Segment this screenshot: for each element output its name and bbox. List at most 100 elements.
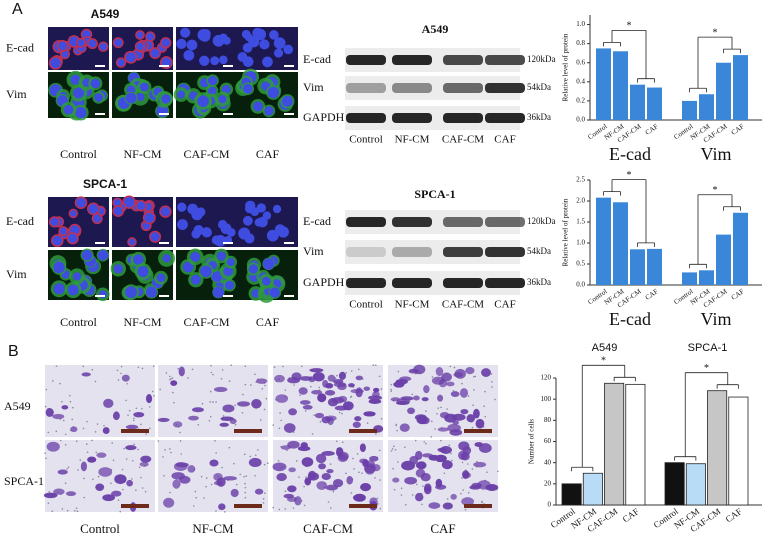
pore (350, 492, 353, 494)
nucleus (66, 232, 79, 245)
pore (210, 371, 213, 374)
cell (218, 503, 226, 511)
pore (411, 494, 414, 496)
cell (61, 405, 69, 410)
cell (297, 446, 311, 452)
pore (165, 372, 168, 374)
pore (341, 412, 343, 415)
nucleus (200, 265, 212, 278)
nucleus (248, 264, 259, 274)
cell (222, 404, 235, 413)
pore (83, 477, 85, 480)
pore (233, 462, 235, 465)
cell (396, 398, 411, 404)
scale-bar (234, 429, 262, 433)
y-axis-label: Relative level of protein (562, 198, 570, 266)
cell (321, 473, 331, 481)
cell (52, 413, 65, 420)
pore (117, 499, 120, 501)
nucleus (262, 258, 275, 270)
bar (604, 382, 625, 506)
bar (728, 396, 749, 506)
cell (369, 455, 379, 462)
pore (69, 394, 71, 397)
nucleus (261, 276, 271, 286)
pore (94, 431, 97, 433)
pore (59, 382, 61, 385)
pore (243, 453, 246, 456)
nucleus (58, 226, 69, 237)
pore (421, 503, 423, 506)
cell (223, 476, 237, 481)
pore (64, 482, 67, 485)
cell (45, 408, 54, 417)
pore (446, 498, 449, 500)
cell (237, 401, 251, 407)
cell (360, 483, 372, 492)
nucleus (162, 254, 171, 263)
scale-bar (284, 113, 294, 115)
cell (112, 411, 120, 421)
pore (76, 510, 79, 512)
pore (128, 409, 131, 412)
pore (380, 417, 383, 420)
y-tick-label: 1.0 (576, 20, 585, 28)
pore (151, 390, 154, 393)
y-tick-label: 40 (544, 458, 552, 466)
pore (169, 491, 171, 494)
nucleus (176, 90, 186, 99)
nucleus (210, 56, 220, 66)
cell (363, 411, 376, 417)
group-label: E-cad (609, 144, 651, 164)
y-tick-label: 80 (544, 416, 552, 424)
column-label: Control (80, 521, 120, 536)
nucleus (272, 204, 282, 214)
column-label: Control (60, 147, 97, 161)
y-tick-label: 2.5 (576, 176, 585, 184)
pore (396, 429, 398, 432)
pore (121, 468, 124, 471)
cell (423, 485, 432, 495)
pore (357, 368, 360, 371)
pore (332, 490, 335, 493)
band-size: 36kDa (527, 112, 551, 122)
cell (465, 367, 475, 375)
pore (335, 440, 338, 443)
pore (397, 370, 400, 373)
nucleus (48, 216, 61, 228)
cell (102, 427, 110, 435)
nucleus (212, 286, 225, 298)
cell (288, 408, 298, 416)
cell (401, 460, 415, 471)
scale-bar (159, 242, 169, 244)
pore (64, 443, 67, 446)
pore (215, 510, 217, 512)
nucleus (193, 225, 204, 236)
lane-label: Control (349, 134, 383, 146)
cell (415, 461, 427, 469)
nucleus (177, 202, 187, 212)
pore (491, 386, 493, 388)
nucleus (273, 37, 286, 50)
cell (276, 473, 287, 482)
pore (350, 370, 353, 372)
cell (435, 484, 447, 490)
cell (98, 467, 113, 477)
nucleus (242, 215, 253, 226)
y-tick-label: 0.8 (576, 39, 585, 47)
pore (215, 452, 217, 454)
cell (172, 479, 181, 489)
nucleus (145, 31, 156, 42)
cell (288, 467, 296, 473)
pore (284, 490, 287, 492)
bar (733, 55, 748, 120)
nucleus (122, 195, 136, 209)
blot-row-label: Vim (303, 80, 324, 94)
bar (699, 270, 714, 285)
pore (377, 503, 379, 505)
band (443, 55, 483, 65)
scale-bar (349, 429, 377, 433)
cell (326, 468, 334, 474)
pore (404, 446, 406, 449)
pore (491, 381, 493, 383)
